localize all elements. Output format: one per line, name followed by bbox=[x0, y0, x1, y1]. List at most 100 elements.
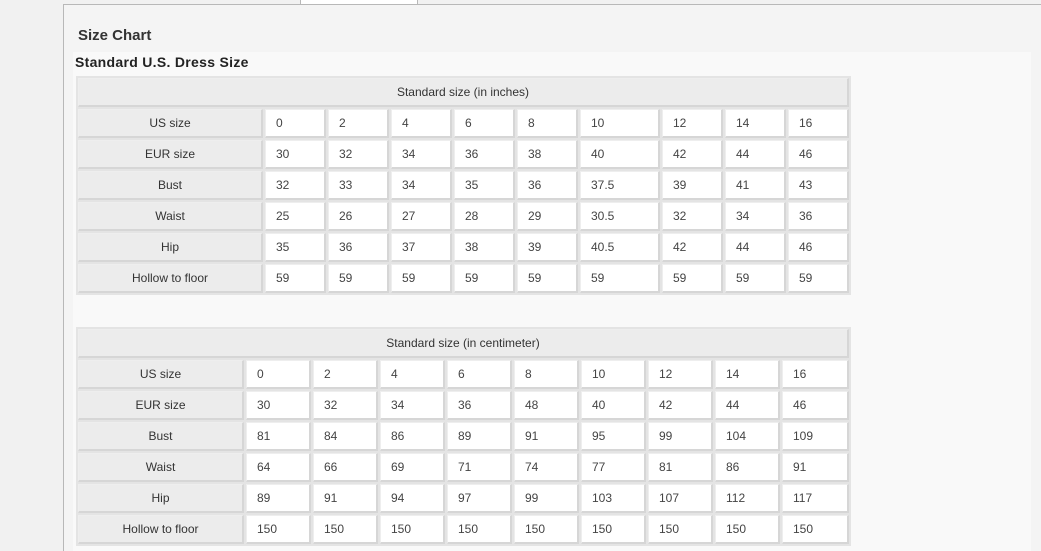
table-cell: 59 bbox=[725, 264, 786, 293]
table-cell: 89 bbox=[246, 484, 311, 513]
table-cell: 150 bbox=[313, 515, 378, 544]
table-cell: 97 bbox=[447, 484, 512, 513]
table-cell: 89 bbox=[447, 422, 512, 451]
table-cell: 6 bbox=[454, 109, 515, 138]
table-cell: 150 bbox=[581, 515, 646, 544]
table-cell: 150 bbox=[447, 515, 512, 544]
table-cell: 39 bbox=[517, 233, 578, 262]
row-label: Hip bbox=[78, 484, 244, 513]
table-cell: 36 bbox=[454, 140, 515, 169]
table-cell: 74 bbox=[514, 453, 579, 482]
row-label: US size bbox=[78, 360, 244, 389]
page-title: Size Chart bbox=[78, 27, 152, 44]
table-cell: 2 bbox=[313, 360, 378, 389]
row-label: US size bbox=[78, 109, 263, 138]
row-label: EUR size bbox=[78, 391, 244, 420]
table-cell: 86 bbox=[715, 453, 780, 482]
table-cell: 59 bbox=[662, 264, 723, 293]
table-row: US size 0 2 4 6 8 10 12 14 16 bbox=[78, 109, 849, 138]
table-cell: 44 bbox=[715, 391, 780, 420]
table-cell: 91 bbox=[782, 453, 849, 482]
table-cell: 12 bbox=[662, 109, 723, 138]
table-cell: 10 bbox=[580, 109, 660, 138]
row-label: Waist bbox=[78, 202, 263, 231]
table-cell: 84 bbox=[313, 422, 378, 451]
table-cell: 112 bbox=[715, 484, 780, 513]
table-cell: 16 bbox=[788, 109, 849, 138]
row-label: EUR size bbox=[78, 140, 263, 169]
table-row: Bust 32 33 34 35 36 37.5 39 41 43 bbox=[78, 171, 849, 200]
table-cell: 32 bbox=[313, 391, 378, 420]
table-row: Hip 89 91 94 97 99 103 107 112 117 bbox=[78, 484, 849, 513]
table-cell: 14 bbox=[725, 109, 786, 138]
row-label: Bust bbox=[78, 422, 244, 451]
row-label: Hollow to floor bbox=[78, 515, 244, 544]
table-cell: 29 bbox=[517, 202, 578, 231]
table-cell: 30 bbox=[246, 391, 311, 420]
table-cell: 4 bbox=[391, 109, 452, 138]
table-cell: 30 bbox=[265, 140, 326, 169]
table-cell: 30.5 bbox=[580, 202, 660, 231]
table-cell: 99 bbox=[648, 422, 713, 451]
table-row: Hip 35 36 37 38 39 40.5 42 44 46 bbox=[78, 233, 849, 262]
table-cell: 42 bbox=[662, 233, 723, 262]
table-cell: 117 bbox=[782, 484, 849, 513]
table-row: US size 0 2 4 6 8 10 12 14 16 bbox=[78, 360, 849, 389]
table-cell: 71 bbox=[447, 453, 512, 482]
table-cell: 91 bbox=[514, 422, 579, 451]
table-cell: 46 bbox=[788, 140, 849, 169]
table-cell: 95 bbox=[581, 422, 646, 451]
table-cell: 34 bbox=[391, 171, 452, 200]
table-cell: 6 bbox=[447, 360, 512, 389]
table-cell: 2 bbox=[328, 109, 389, 138]
table-row: Hollow to floor 150 150 150 150 150 150 150 150 1… bbox=[78, 515, 849, 544]
table-cell: 59 bbox=[580, 264, 660, 293]
table-cell: 26 bbox=[328, 202, 389, 231]
table-cell: 27 bbox=[391, 202, 452, 231]
table-cell: 46 bbox=[788, 233, 849, 262]
table-cell: 35 bbox=[454, 171, 515, 200]
table-cell: 43 bbox=[788, 171, 849, 200]
table-cell: 16 bbox=[782, 360, 849, 389]
table-cell: 59 bbox=[265, 264, 326, 293]
table-cell: 109 bbox=[782, 422, 849, 451]
table-cell: 81 bbox=[648, 453, 713, 482]
table-caption: Standard size (in centimeter) bbox=[78, 329, 849, 358]
table-row: EUR size 30 32 34 36 38 40 42 44 46 bbox=[78, 140, 849, 169]
row-label: Hollow to floor bbox=[78, 264, 263, 293]
table-cell: 150 bbox=[514, 515, 579, 544]
table-cell: 107 bbox=[648, 484, 713, 513]
table-cell: 48 bbox=[514, 391, 579, 420]
table-row: EUR size 30 32 34 36 48 40 42 44 46 bbox=[78, 391, 849, 420]
table-cell: 36 bbox=[447, 391, 512, 420]
table-cell: 41 bbox=[725, 171, 786, 200]
table-cell: 59 bbox=[391, 264, 452, 293]
table-cell: 33 bbox=[328, 171, 389, 200]
table-cell: 14 bbox=[715, 360, 780, 389]
size-table-centimeter: Standard size (in centimeter) US size 0 2 4 6… bbox=[76, 327, 851, 546]
table-cell: 8 bbox=[517, 109, 578, 138]
table-cell: 59 bbox=[454, 264, 515, 293]
row-label: Hip bbox=[78, 233, 263, 262]
table-cell: 0 bbox=[246, 360, 311, 389]
table-cell: 10 bbox=[581, 360, 646, 389]
table-cell: 32 bbox=[662, 202, 723, 231]
table-cell: 91 bbox=[313, 484, 378, 513]
table-cell: 150 bbox=[648, 515, 713, 544]
table-cell: 59 bbox=[788, 264, 849, 293]
row-label: Bust bbox=[78, 171, 263, 200]
table-cell: 38 bbox=[517, 140, 578, 169]
table-cell: 81 bbox=[246, 422, 311, 451]
row-label: Waist bbox=[78, 453, 244, 482]
table-cell: 42 bbox=[648, 391, 713, 420]
size-table-inches: Standard size (in inches) US size 0 2 4 6 8 10 1… bbox=[76, 76, 851, 295]
table-cell: 0 bbox=[265, 109, 326, 138]
table-row: Waist 25 26 27 28 29 30.5 32 34 36 bbox=[78, 202, 849, 231]
table-cell: 69 bbox=[380, 453, 445, 482]
table-cell: 150 bbox=[782, 515, 849, 544]
table-cell: 103 bbox=[581, 484, 646, 513]
table-cell: 34 bbox=[391, 140, 452, 169]
table-cell: 39 bbox=[662, 171, 723, 200]
table-cell: 59 bbox=[328, 264, 389, 293]
tab-active[interactable] bbox=[300, 0, 418, 5]
